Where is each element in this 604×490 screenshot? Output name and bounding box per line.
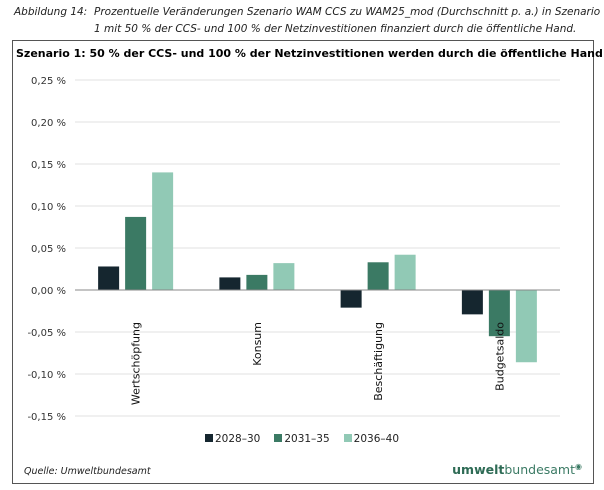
bar (515, 290, 537, 363)
legend-item: 2028–30 (204, 433, 261, 445)
legend-item: 2031–35 (274, 433, 330, 445)
y-tick-label: -0,15 % (27, 412, 66, 423)
bar (488, 290, 510, 337)
y-tick-label: 0,20 % (31, 118, 66, 129)
legend-swatch (274, 434, 283, 442)
chart-title: Szenario 1: 50 % der CCS- und 100 % der … (16, 47, 604, 60)
chart-frame (12, 40, 594, 484)
y-tick-label: 0,15 % (31, 160, 66, 171)
bar (246, 274, 268, 290)
umweltbundesamt-logo: umweltbundesamt◉ (452, 462, 582, 478)
legend: 2028–30 2031–35 2036–40 (0, 433, 604, 445)
y-tick-label: 0,00 % (31, 286, 66, 297)
logo-rest: bundesamt (504, 462, 576, 478)
y-tick-label: 0,05 % (31, 244, 66, 255)
category-label: Konsum (251, 322, 264, 366)
category-label: Beschäftigung (372, 322, 385, 401)
caption-text: Prozentuelle Veränderungen Szenario WAM … (94, 6, 601, 35)
caption-label: Abbildung 14: (14, 6, 88, 18)
category-label: Wertschöpfung (130, 322, 143, 405)
legend-item: 2036–40 (343, 433, 400, 445)
bar (125, 216, 147, 290)
bar (461, 290, 483, 315)
bar (98, 266, 120, 290)
legend-label: 2028–30 (214, 433, 261, 445)
bar (340, 290, 362, 308)
bar (152, 172, 174, 290)
category-label: Budgetsaldo (493, 322, 506, 391)
bar (273, 263, 295, 290)
y-tick-label: -0,05 % (27, 328, 66, 339)
legend-label: 2031–35 (284, 433, 330, 445)
legend-swatch (204, 434, 213, 442)
y-tick-label: -0,10 % (27, 370, 66, 381)
legend-label: 2036–40 (353, 433, 400, 445)
legend-swatch (343, 434, 352, 442)
logo-bold: umwelt (452, 462, 505, 478)
bar (219, 277, 241, 290)
source-note: Quelle: Umweltbundesamt (24, 466, 151, 477)
y-tick-label: 0,10 % (31, 202, 66, 213)
y-tick-label: 0,25 % (31, 76, 66, 87)
bar (394, 254, 416, 290)
bar (367, 262, 389, 290)
